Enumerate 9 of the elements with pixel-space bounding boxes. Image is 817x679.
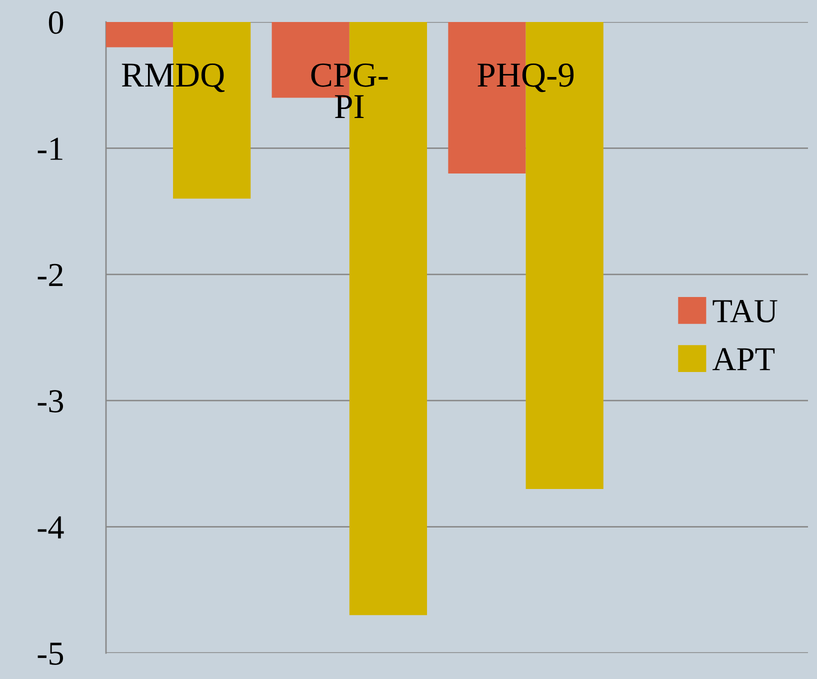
legend-label: APT xyxy=(712,348,775,370)
y-tick-label: -2 xyxy=(38,264,62,286)
y-tick-label: -3 xyxy=(38,390,64,412)
y-tick-label: -1 xyxy=(38,138,62,160)
legend-label: TAU xyxy=(712,300,778,322)
x-tick-label: PHQ-9 xyxy=(478,63,574,92)
y-tick-label: -4 xyxy=(38,516,64,538)
y-tick-label: 0 xyxy=(48,11,64,34)
y-tick-label: -5 xyxy=(38,642,64,665)
